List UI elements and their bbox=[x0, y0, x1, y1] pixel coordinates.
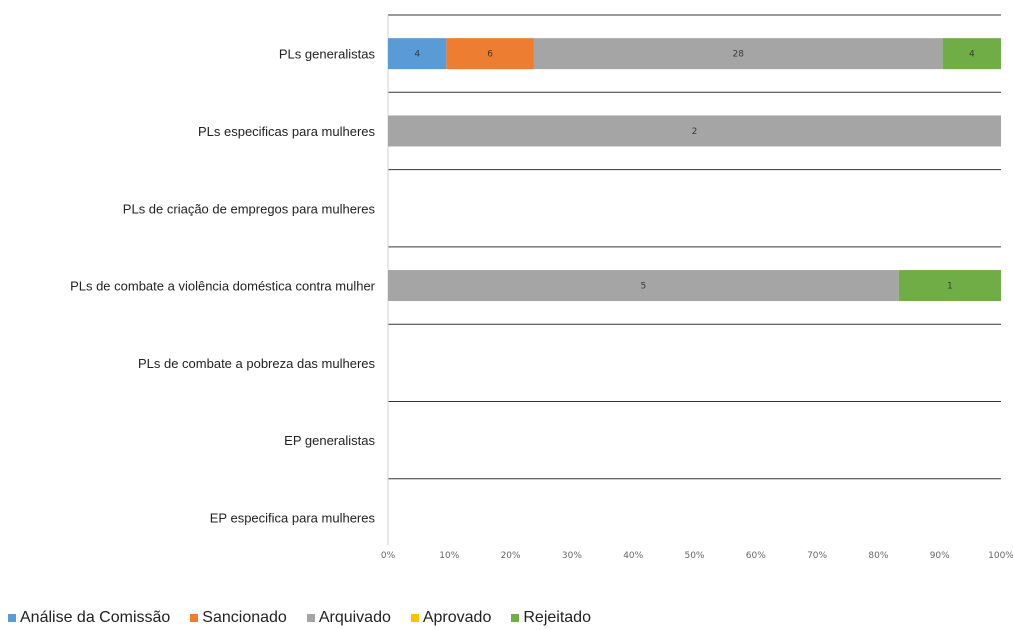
legend: Análise da Comissão Sancionado Arquivado Ap… bbox=[8, 609, 591, 627]
category-label: PLs de criação de empregos para mulheres bbox=[123, 201, 376, 216]
legend-item: Aprovado bbox=[410, 609, 492, 627]
bar-segment bbox=[388, 270, 899, 302]
data-label: 6 bbox=[487, 50, 493, 60]
legend-label: Sancionado bbox=[202, 609, 287, 626]
x-tick-label: 0% bbox=[381, 551, 396, 561]
data-label: 1 bbox=[947, 282, 953, 292]
legend-label: Arquivado bbox=[318, 609, 391, 626]
category-label: PLs de combate a violência doméstica con… bbox=[70, 279, 376, 294]
bar-segment bbox=[942, 38, 1001, 70]
data-label: 4 bbox=[414, 50, 420, 60]
category-label: PLs de combate a pobreza das mulheres bbox=[138, 356, 376, 371]
category-label: PLs generalistas bbox=[279, 47, 376, 62]
bar-segment bbox=[388, 115, 1001, 147]
data-label: 5 bbox=[641, 282, 647, 292]
bar-segment bbox=[533, 38, 943, 70]
legend-label: Análise da Comissão bbox=[20, 609, 171, 626]
x-tick-label: 70% bbox=[807, 551, 827, 561]
gridlines bbox=[387, 14, 1001, 546]
data-label: 28 bbox=[733, 50, 745, 60]
legend-swatch bbox=[410, 614, 419, 622]
bar-segment bbox=[898, 270, 1001, 302]
category-label: EP generalistas bbox=[284, 433, 375, 448]
legend-swatch bbox=[8, 614, 16, 622]
legend-swatch bbox=[190, 614, 199, 622]
bar-segment bbox=[446, 38, 534, 70]
x-axis-tick-labels: 0% 10% 20% 30% 40% 50% 60% 70% 80% 90% 100% bbox=[381, 551, 1013, 561]
x-tick-label: 50% bbox=[684, 551, 704, 561]
x-tick-label: 30% bbox=[562, 551, 582, 561]
category-labels: PLs generalistas PLs especificas para mul… bbox=[70, 47, 376, 526]
x-tick-label: 10% bbox=[439, 551, 459, 561]
category-label: EP especifica para mulheres bbox=[210, 510, 376, 525]
legend-item: Análise da Comissão bbox=[8, 609, 170, 627]
x-tick-label: 60% bbox=[746, 551, 766, 561]
legend-label: Aprovado bbox=[422, 609, 492, 626]
legend-swatch bbox=[511, 614, 520, 622]
legend-label: Rejeitado bbox=[523, 609, 591, 626]
bar-segment bbox=[388, 38, 447, 70]
category-label: PLs especificas para mulheres bbox=[198, 124, 376, 139]
legend-item: Rejeitado bbox=[511, 609, 591, 627]
bars-group: 4 6 28 4 2 5 1 bbox=[388, 38, 1001, 302]
x-tick-label: 90% bbox=[930, 551, 950, 561]
data-label: 2 bbox=[692, 127, 698, 137]
data-label: 4 bbox=[969, 50, 975, 60]
x-tick-label: 80% bbox=[868, 551, 888, 561]
x-tick-label: 100% bbox=[988, 551, 1013, 561]
legend-item: Arquivado bbox=[306, 609, 391, 627]
legend-swatch bbox=[306, 614, 315, 622]
legend-item: Sancionado bbox=[190, 609, 287, 627]
x-tick-label: 20% bbox=[501, 551, 521, 561]
x-tick-label: 40% bbox=[623, 551, 643, 561]
stacked-bar-chart: 4 6 28 4 2 5 1 PLs generalistas PLs especificas… bbox=[70, 14, 1013, 561]
